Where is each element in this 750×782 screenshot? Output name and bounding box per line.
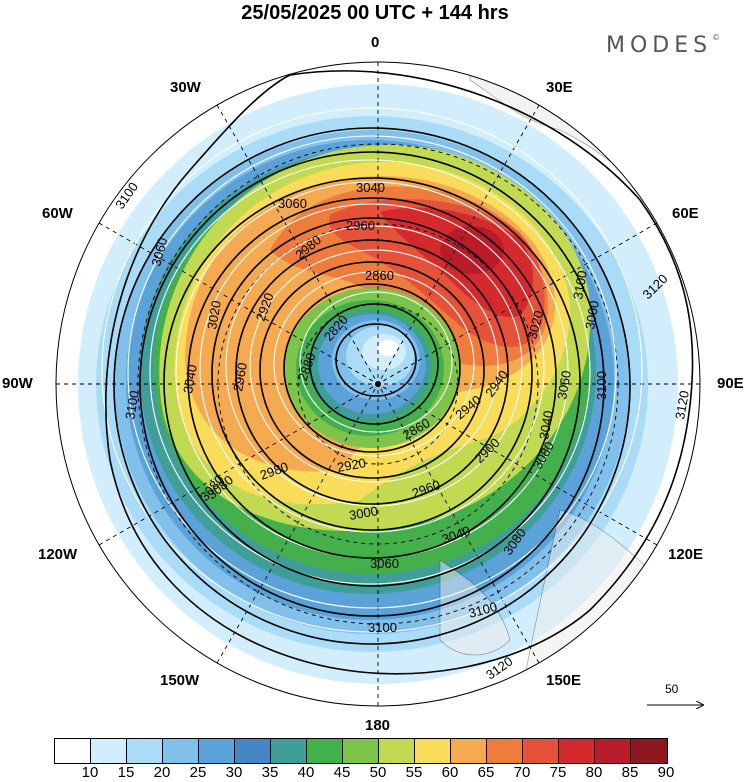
colorbar-tick-label: 90 bbox=[657, 764, 675, 781]
colorbar-tick-label: 70 bbox=[513, 764, 531, 781]
pole-marker bbox=[375, 381, 381, 387]
colorbar-tick-label: 45 bbox=[333, 764, 351, 781]
colorbar-swatch bbox=[271, 739, 307, 763]
contour-label: 3120 bbox=[672, 389, 692, 420]
colorbar-swatch bbox=[379, 739, 415, 763]
lon-label-180: 180 bbox=[365, 717, 391, 734]
lon-label-150e: 150E bbox=[546, 672, 582, 689]
contour-label: 3040 bbox=[536, 409, 556, 440]
colorbar-tick-label: 60 bbox=[441, 764, 459, 781]
map-title: 25/05/2025 00 UTC + 144 hrs bbox=[241, 2, 509, 24]
colorbar-tick-label: 20 bbox=[153, 764, 171, 781]
modes-logo: MODES© bbox=[606, 33, 720, 58]
colorbar-swatch bbox=[415, 739, 451, 763]
map-boundary bbox=[55, 61, 701, 707]
contour-label: 3020 bbox=[204, 299, 224, 330]
contour-label: 2920 bbox=[336, 455, 367, 475]
contour-label: 3100 bbox=[570, 269, 590, 300]
lon-label-150w: 150W bbox=[160, 672, 200, 689]
wind-streamlines bbox=[101, 107, 643, 633]
contour-label: 3060 bbox=[278, 196, 307, 211]
lon-label-120w: 120W bbox=[38, 546, 78, 563]
colorbar-swatch bbox=[55, 739, 91, 763]
contour-label: 3100 bbox=[122, 389, 142, 420]
colorbar-swatch bbox=[163, 739, 199, 763]
reference-vector-label: 50 bbox=[665, 682, 679, 696]
colorbar-tick-label: 65 bbox=[477, 764, 495, 781]
colorbar-swatch bbox=[451, 739, 487, 763]
colorbar-tick-label: 80 bbox=[585, 764, 603, 781]
colorbar bbox=[54, 738, 668, 764]
brand-text: MODES bbox=[606, 33, 713, 58]
lon-label-0: 0 bbox=[371, 34, 380, 51]
colorbar-swatch bbox=[631, 739, 667, 763]
contour-label: 3000 bbox=[582, 299, 602, 330]
colorbar-swatch bbox=[487, 739, 523, 763]
contour-label: 2960 bbox=[346, 218, 375, 233]
colorbar-tick-label: 25 bbox=[189, 764, 207, 781]
colorbar-tick-label: 30 bbox=[225, 764, 243, 781]
contour-label: 3040 bbox=[180, 363, 200, 394]
contour-label: 3100 bbox=[368, 620, 397, 635]
colorbar-ticks: 10 15 20 25 30 35 40 45 50 55 60 65 70 75 80 85 90 bbox=[54, 764, 704, 782]
lon-label-90e: 90E bbox=[717, 375, 744, 392]
contour-label: 3060 bbox=[370, 556, 399, 571]
copyright-mark: © bbox=[712, 33, 721, 42]
colorbar-swatch bbox=[343, 739, 379, 763]
colorbar-tick-label: 85 bbox=[621, 764, 639, 781]
contour-label: 3020 bbox=[524, 309, 546, 341]
colorbar-tick-label: 75 bbox=[549, 764, 567, 781]
colorbar-swatch bbox=[235, 739, 271, 763]
colorbar-swatch bbox=[523, 739, 559, 763]
colorbar-tick-label: 10 bbox=[81, 764, 99, 781]
contour-label: 2960 bbox=[230, 361, 250, 392]
contour-label: 2860 bbox=[365, 268, 394, 283]
contour-label: 3000 bbox=[348, 503, 379, 523]
height-contours bbox=[105, 70, 694, 675]
colorbar-tick-label: 50 bbox=[369, 764, 387, 781]
lon-label-120e: 120E bbox=[668, 546, 704, 563]
lon-label-60w: 60W bbox=[42, 205, 73, 222]
contour-label: 3100 bbox=[594, 371, 609, 400]
colorbar-swatch bbox=[199, 739, 235, 763]
reference-vector: 50 bbox=[645, 682, 705, 712]
colorbar-tick-label: 55 bbox=[405, 764, 423, 781]
lon-label-60e: 60E bbox=[672, 205, 699, 222]
contour-label: 3100 bbox=[467, 599, 499, 621]
lon-label-90w: 90W bbox=[2, 375, 33, 392]
colorbar-swatch bbox=[595, 739, 631, 763]
colorbar-swatch bbox=[91, 739, 127, 763]
contour-label: 3060 bbox=[554, 369, 574, 400]
colorbar-tick-label: 40 bbox=[297, 764, 315, 781]
colorbar-tick-label: 15 bbox=[117, 764, 135, 781]
colorbar-tick-label: 35 bbox=[261, 764, 279, 781]
colorbar-swatch bbox=[559, 739, 595, 763]
contour-label: 3060 bbox=[148, 236, 170, 268]
lon-label-30w: 30W bbox=[170, 79, 201, 96]
lon-label-30e: 30E bbox=[546, 79, 573, 96]
contour-label: 3040 bbox=[356, 180, 385, 195]
colorbar-swatch bbox=[127, 739, 163, 763]
colorbar-swatch bbox=[307, 739, 343, 763]
